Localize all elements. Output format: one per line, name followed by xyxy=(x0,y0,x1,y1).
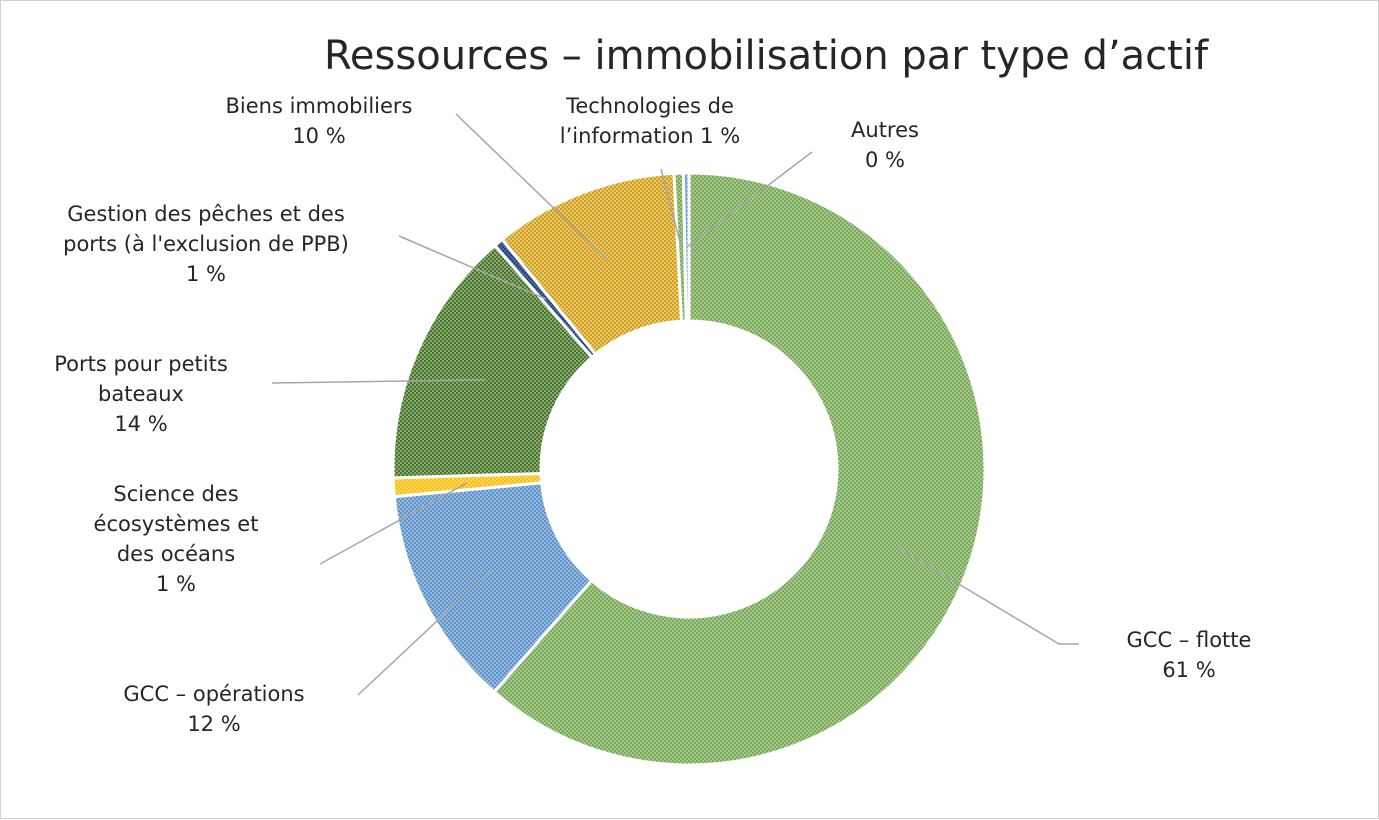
labels-group: GCC – flotte 61 % GCC – opérations 12 % Scie… xyxy=(54,94,1251,736)
data-label-7: Autres 0 % xyxy=(851,118,919,172)
data-label-1: GCC – opérations 12 % xyxy=(123,682,304,736)
data-label-3: Ports pour petits bateaux 14 % xyxy=(54,352,228,436)
leader-line-6 xyxy=(660,168,683,248)
data-label-5: Biens immobiliers 10 % xyxy=(225,94,412,148)
leader-line-5 xyxy=(455,113,610,263)
slices-group xyxy=(391,171,987,767)
leader-lines-group xyxy=(271,113,1079,696)
leader-line-1 xyxy=(357,569,492,696)
leader-line-3 xyxy=(271,379,486,384)
leader-line-4 xyxy=(398,235,547,300)
chart-title: Ressources – immobilisation par type d’a… xyxy=(324,33,1209,79)
data-label-4: Gestion des pêches et des ports (à l'excl… xyxy=(63,202,349,286)
leader-line-2 xyxy=(319,482,468,565)
slice-0 xyxy=(492,171,987,767)
data-label-0: GCC – flotte 61 % xyxy=(1127,628,1252,682)
leader-line-0 xyxy=(896,546,1079,645)
data-label-2: Science des écosystèmes et des océans 1 % xyxy=(94,482,259,596)
leader-line-7 xyxy=(686,151,813,248)
slice-7 xyxy=(681,171,691,323)
slice-3 xyxy=(391,243,595,480)
data-label-6: Technologies de l’information 1 % xyxy=(560,94,740,148)
